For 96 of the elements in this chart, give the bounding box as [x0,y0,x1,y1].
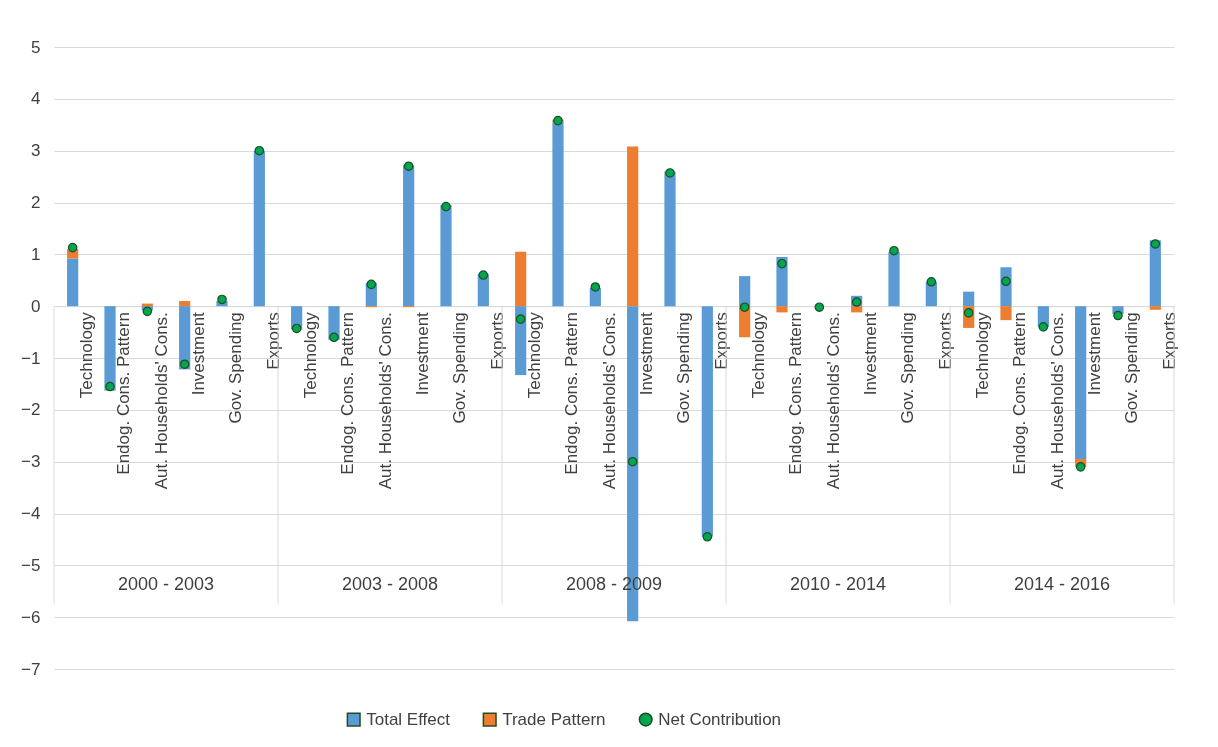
point [739,302,750,312]
point [665,168,675,178]
bar [179,300,191,307]
x-tick-label: Exports [935,312,955,370]
annotation: 2010 - 2014 [789,574,887,595]
point [1075,462,1086,472]
legend-label: Trade Pattern [502,709,606,729]
bar [440,205,452,307]
x-tick-label: Gov. Spending [898,312,918,424]
x-tick-label: Aut. Households' Cons. [151,312,171,490]
y-tick-label: 0 [31,296,41,316]
bar [552,122,564,307]
point [329,332,339,343]
bar [963,291,975,307]
point [179,359,190,369]
point [1150,239,1161,249]
point [291,323,302,334]
x-tick-label: Gov. Spending [226,312,246,424]
x-tick-label: Gov. Spending [674,312,694,424]
y-tick-label: 3 [31,141,41,161]
x-tick-label: Endog. Cons. Pattern [786,312,806,475]
point [702,532,713,542]
x-tick-label: Exports [487,312,507,370]
point [553,115,563,126]
x-tick-label: Aut. Households' Cons. [823,312,843,490]
bar [104,306,116,391]
point [478,270,489,280]
bar [403,165,415,307]
bar [701,306,713,537]
y-tick-label: −1 [21,348,41,368]
bar [1075,306,1087,460]
x-tick-label: Investment [636,311,656,396]
point [254,145,265,156]
y-tick-label: −7 [21,659,41,679]
point [590,282,601,292]
x-tick-label: Endog. Cons. Pattern [1010,312,1030,475]
point [403,161,414,171]
x-tick-label: Exports [1159,312,1179,370]
y-tick-label: −5 [21,555,41,575]
y-tick-label: −4 [21,504,41,523]
point [142,306,153,317]
x-tick-label: Exports [263,312,283,370]
x-tick-label: Investment [412,311,432,396]
legend-label: Net Contribution [658,709,782,729]
x-tick-label: Gov. Spending [450,312,470,424]
x-tick-label: Investment [188,311,208,396]
x-tick-label: Aut. Households' Cons. [1047,312,1067,490]
annotation: 2003 - 2008 [341,574,439,595]
point [105,381,115,392]
annotation: 2000 - 2003 [117,574,215,595]
bar [888,251,900,307]
x-tick-label: Exports [711,312,731,370]
bar [627,146,639,307]
x-tick-label: Gov. Spending [1122,312,1142,424]
x-tick-label: Technology [748,311,768,399]
point [515,314,526,324]
x-tick-label: Technology [300,311,320,399]
x-tick-label: Technology [76,311,96,399]
y-tick-label: 5 [31,37,41,57]
point [217,294,227,305]
bar [67,258,79,307]
y-tick-label: 1 [31,244,41,264]
x-tick-label: Endog. Cons. Pattern [338,312,358,475]
y-tick-label: 4 [31,89,41,109]
x-tick-label: Aut. Households' Cons. [375,312,395,490]
bar [776,306,788,313]
x-tick-label: Aut. Households' Cons. [599,312,619,490]
point [814,302,825,312]
point [366,279,377,290]
y-tick-label: −3 [21,452,41,472]
point [627,456,638,467]
bar [1149,306,1161,310]
bar [515,251,527,307]
point [926,277,937,287]
point [1038,322,1049,332]
bar [739,276,751,307]
x-tick-label: Investment [1084,311,1104,396]
y-tick-label: 2 [31,193,41,212]
bar [515,306,527,376]
x-tick-label: Technology [972,311,992,399]
bar [851,306,863,313]
y-tick-label: −2 [21,400,41,420]
x-tick-label: Endog. Cons. Pattern [562,312,582,475]
bar [664,171,676,307]
legend-label: Total Effect [366,709,451,729]
x-tick-label: Endog. Cons. Pattern [114,312,134,475]
point [441,201,451,212]
y-tick-label: −6 [21,607,41,627]
point [67,242,78,253]
x-tick-label: Investment [860,311,880,396]
annotation: 2014 - 2016 [1013,574,1111,595]
bar [253,150,265,307]
x-tick-label: Technology [524,311,544,399]
point [889,245,899,256]
bar [1000,306,1012,321]
point [1113,310,1123,321]
